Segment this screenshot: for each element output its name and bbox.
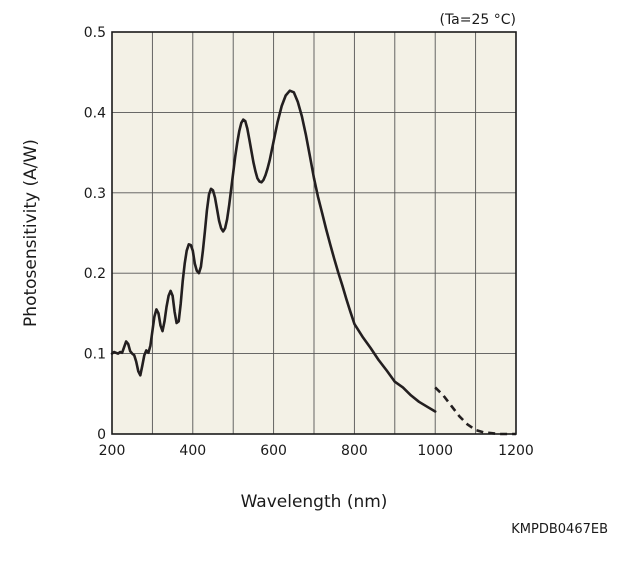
series-line-measured	[110, 89, 437, 413]
y-axis-title: Photosensitivity (A/W)	[21, 139, 41, 327]
y-tick-labels: 0 0.1 0.2 0.3 0.4 0.5	[84, 25, 106, 443]
x-axis-title: Wavelength (nm)	[241, 492, 388, 512]
x-tick-label: 200	[99, 443, 126, 459]
x-tick-labels: 200 400 600 800 1000 1200	[99, 443, 534, 459]
y-tick-label: 0.2	[84, 266, 106, 282]
y-tick-label: 0.1	[84, 347, 106, 363]
x-tick-label: 1200	[498, 443, 534, 459]
figure-code: KMPDB0467EB	[511, 522, 608, 537]
grid	[112, 32, 516, 434]
x-tick-label: 600	[260, 443, 287, 459]
plot-frame	[111, 31, 517, 435]
y-tick-label: 0.4	[84, 105, 106, 121]
y-tick-label: 0	[97, 427, 106, 443]
x-tick-label: 400	[179, 443, 206, 459]
x-tick-label: 1000	[417, 443, 453, 459]
x-tick-label: 800	[341, 443, 368, 459]
y-tick-label: 0.3	[84, 186, 106, 202]
measurement-condition: (Ta=25 °C)	[439, 12, 516, 28]
y-tick-label: 0.5	[84, 25, 106, 41]
